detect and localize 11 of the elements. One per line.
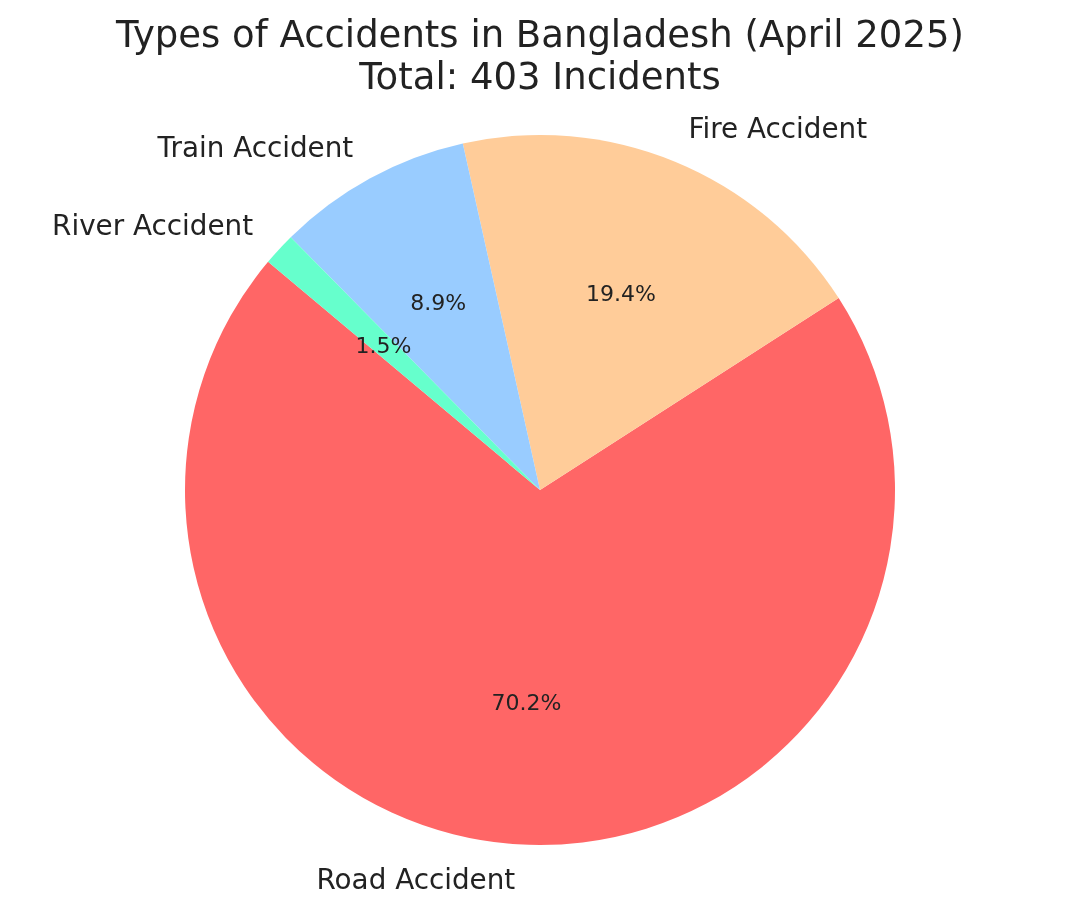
data-label: 70.2% <box>491 690 562 716</box>
slice-label: Road Accident <box>316 863 516 897</box>
slice-label: Train Accident <box>156 130 354 164</box>
slice-label: River Accident <box>52 208 254 242</box>
slice-label: Fire Accident <box>688 112 868 146</box>
data-label: 19.4% <box>586 280 656 306</box>
pie-slice <box>185 261 895 845</box>
chart-title: Types of Accidents in Bangladesh (April 2025) <box>115 12 964 56</box>
chart-subtitle: Total: 403 Incidents <box>358 54 721 98</box>
data-label: 8.9% <box>410 290 467 316</box>
pie-slice <box>268 237 540 490</box>
